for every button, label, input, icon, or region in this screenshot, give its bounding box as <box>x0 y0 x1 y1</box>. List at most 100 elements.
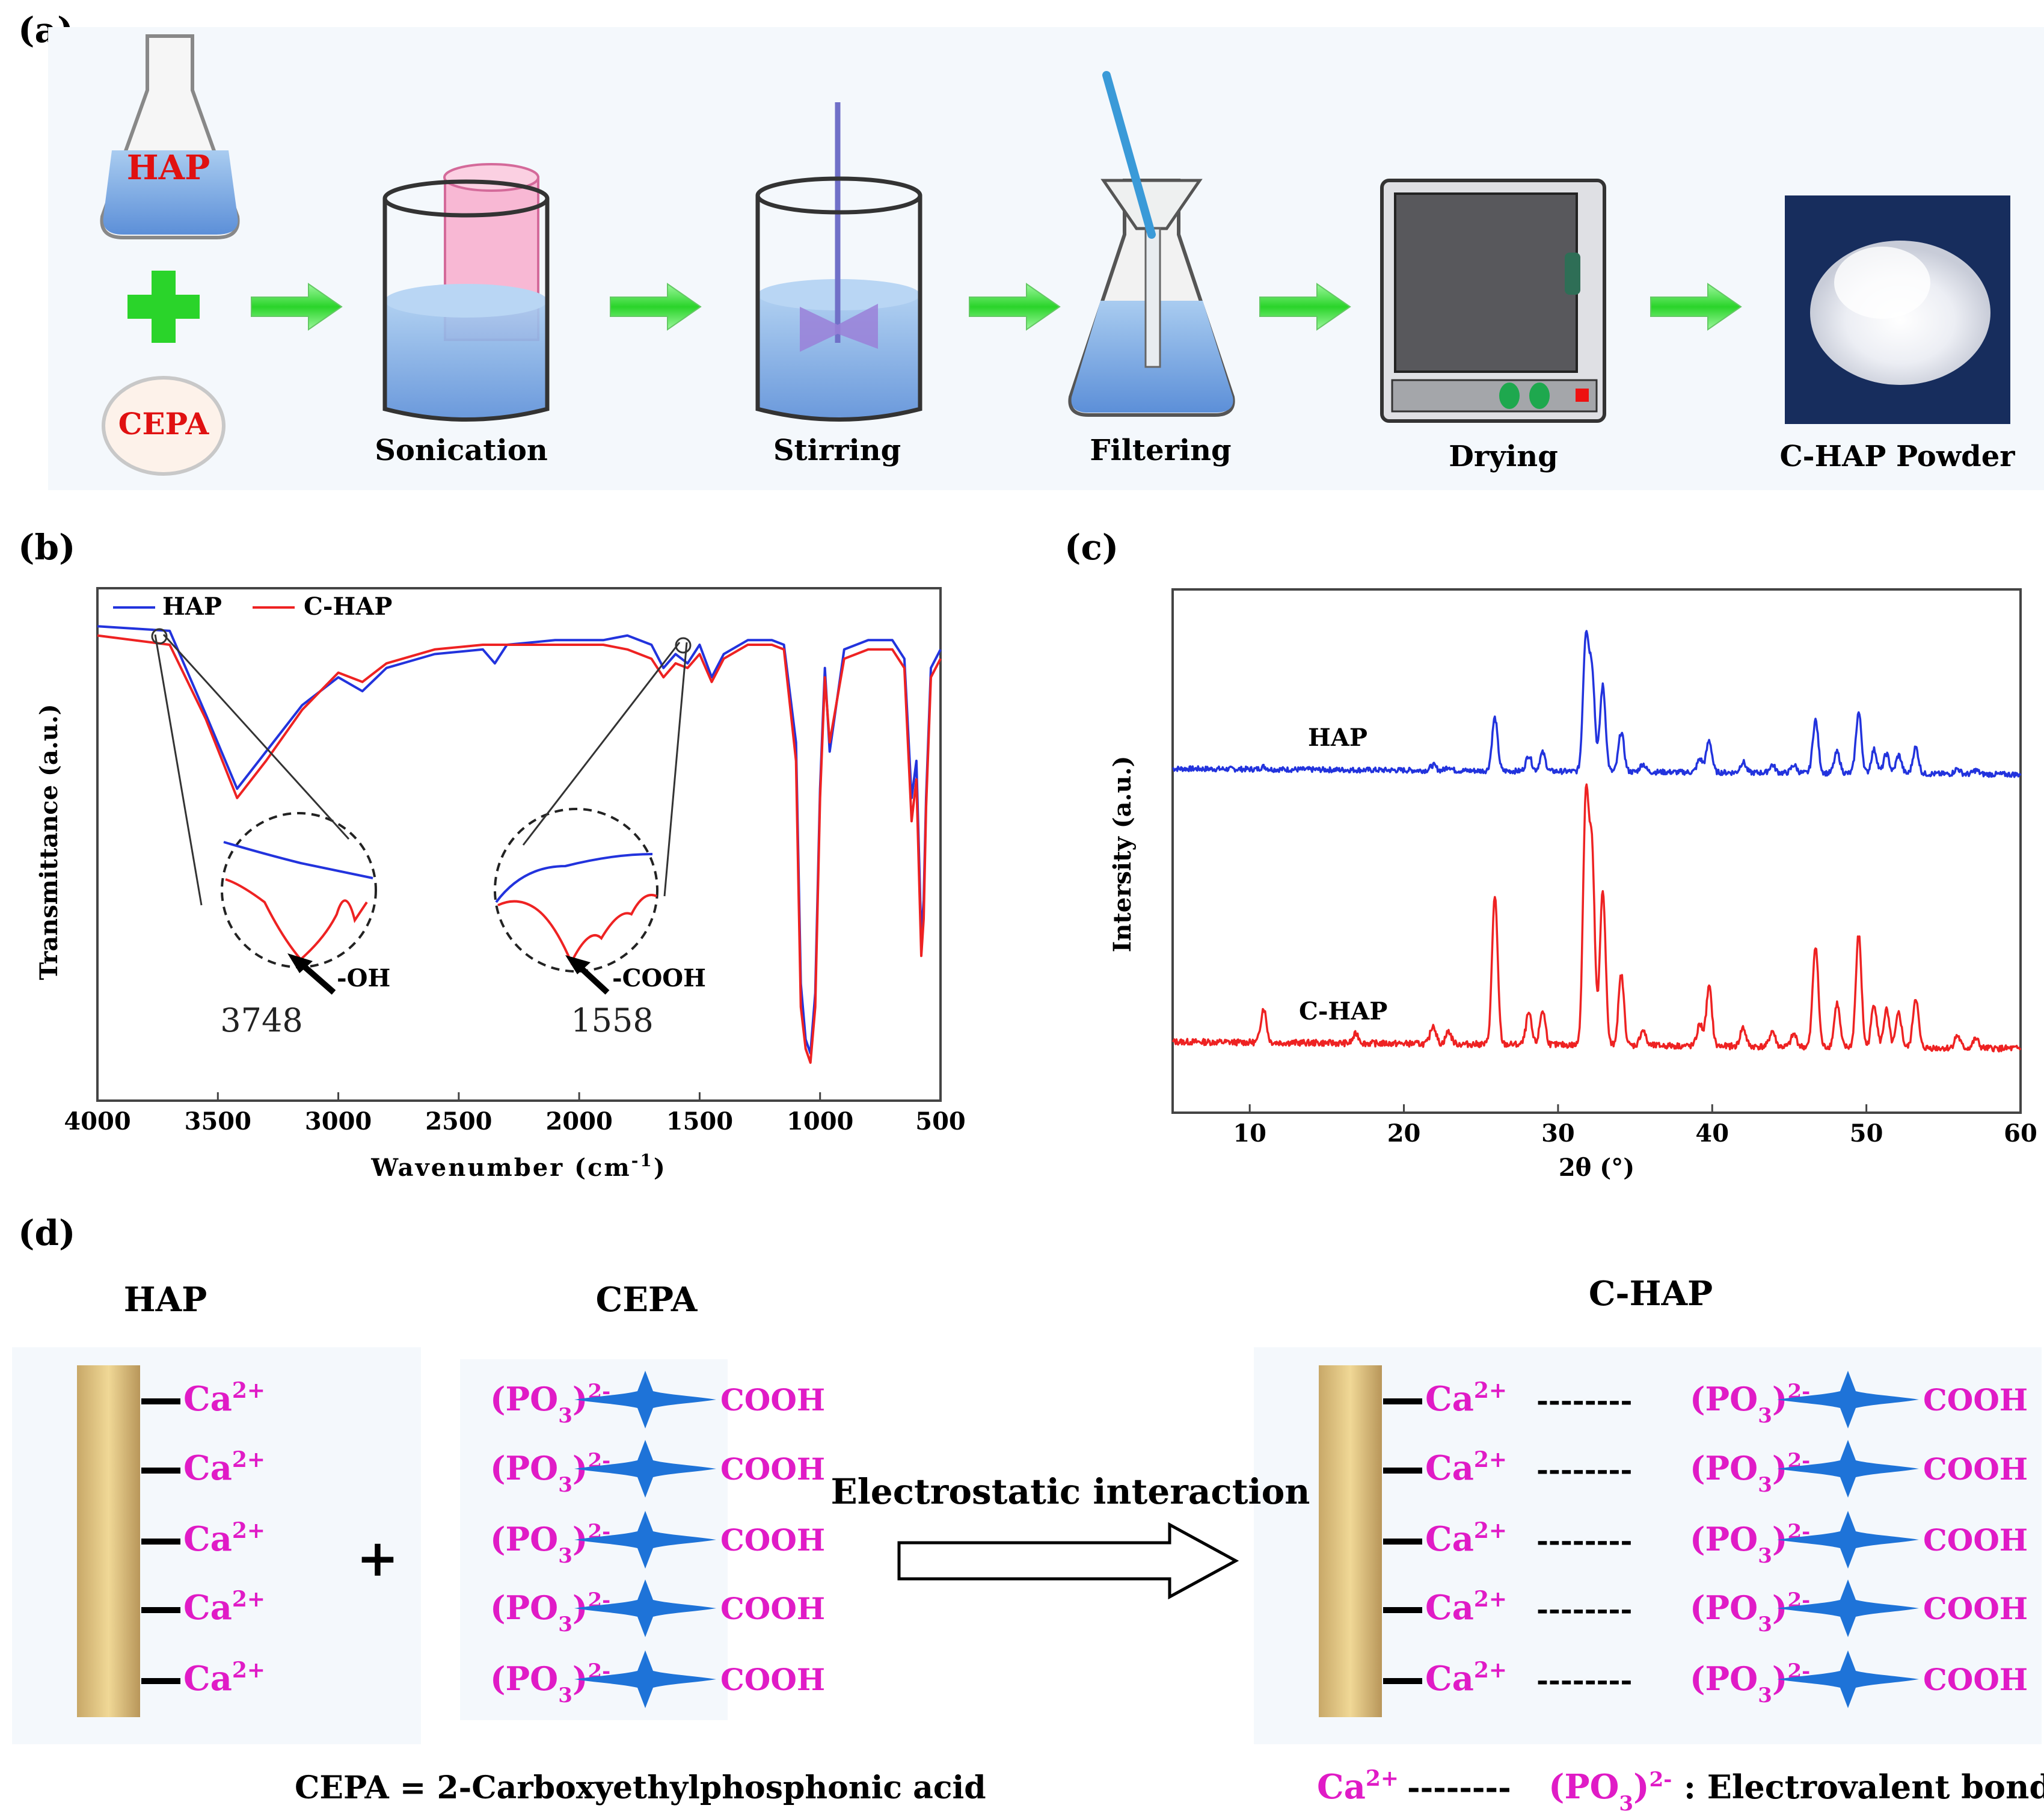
calcium-ion-label: Ca2+ <box>1425 1518 1507 1559</box>
phosphonate-label: (PO3)2- <box>1690 1380 1810 1428</box>
sonication-beaker <box>382 163 550 422</box>
panel-label-d: (d) <box>18 1213 75 1253</box>
step-drying-label: Drying <box>1449 440 1558 473</box>
xrd-series-chap <box>1171 783 2022 1053</box>
calcium-ion-label: Ca2+ <box>1425 1587 1507 1628</box>
legend-ion: Ca2+ <box>1317 1766 1399 1807</box>
plus-icon <box>127 271 200 343</box>
legend-dash: -------- <box>1407 1769 1511 1806</box>
carboxyl-label: COOH <box>720 1591 825 1626</box>
carboxyl-label: COOH <box>720 1382 825 1418</box>
hap-crystal-rod <box>77 1365 140 1717</box>
hap-flask: HAP <box>100 34 240 239</box>
step-stirring-label: Stirring <box>773 434 901 467</box>
carboxyl-label: COOH <box>1923 1591 2028 1626</box>
bond-legend: Ca2+ -------- (PO3)2- : Electrovalent bo… <box>1317 1766 2044 1816</box>
xrd-x-tick-label: 30 <box>1541 1119 1575 1148</box>
carboxyl-label: COOH <box>720 1451 825 1487</box>
ftir-series-c-hap <box>97 634 942 1064</box>
ftir-series-group <box>97 625 942 1064</box>
xrd-series-hap <box>1172 630 2022 778</box>
ftir-series-hap <box>97 625 942 1055</box>
carboxyl-label: COOH <box>720 1662 825 1697</box>
ftir-x-tick-label: 2500 <box>425 1107 492 1136</box>
interaction-label: Electrostatic interaction <box>831 1471 1310 1512</box>
ftir-x-axis-label: Wavenumber (cm-1) <box>370 1151 667 1182</box>
legend-text: : Electrovalent bond <box>1684 1768 2044 1806</box>
cooh-value: 1558 <box>571 1001 653 1039</box>
xrd-y-axis-label: Intersity (a.u.) <box>1108 756 1137 953</box>
xrd-series-group <box>1171 630 2022 1053</box>
xrd-x-tick-label: 60 <box>2004 1119 2037 1148</box>
step-sonication-label: Sonication <box>375 434 547 467</box>
oh-zoom-callout: -OH 3748 <box>151 628 390 1039</box>
legend-hap-label: HAP <box>162 592 222 621</box>
electrostatic-bond-dash: -------- <box>1536 1593 1632 1626</box>
chap-powder-photo <box>1785 195 2010 424</box>
chap-crystal-rod <box>1319 1365 1382 1717</box>
cepa-definition: CEPA = 2-Carboxyethylphosphonic acid <box>295 1769 986 1806</box>
phosphonate-label: (PO3)2- <box>1690 1588 1810 1637</box>
carboxyl-label: COOH <box>1923 1662 2028 1697</box>
calcium-ion-label: Ca2+ <box>1425 1378 1507 1419</box>
ftir-chart: 4000 3500 3000 2500 2000 1500 1000 500 Wavenumb… <box>35 587 966 1182</box>
mechanism-panel: HAP CEPA C-HAP Ca2+ Ca2+ Ca2+ Ca2+ Ca2+ (PO3… <box>12 1274 2044 1816</box>
panel-label-c: (c) <box>1064 527 1119 568</box>
ftir-x-tick-label: 4000 <box>64 1107 130 1136</box>
electrostatic-bond-dash: -------- <box>1536 1453 1632 1487</box>
chap-bond-list: Ca2+ -------- (PO3)2- COOH Ca2+ -------- (PO3)… <box>1383 1371 2028 1708</box>
ftir-y-axis-label: Transmittance (a.u.) <box>35 704 63 980</box>
step-filtering-label: Filtering <box>1090 434 1231 467</box>
interaction-arrow <box>897 1522 1239 1600</box>
calcium-ion-label: Ca2+ <box>183 1658 265 1699</box>
mechanism-chap-title: C-HAP <box>1589 1274 1713 1314</box>
cepa-reagent-label: CEPA <box>118 406 210 441</box>
carboxyl-label: COOH <box>1923 1382 2028 1418</box>
ftir-x-tick-label: 3500 <box>185 1107 251 1136</box>
cooh-zoom-callout: -COOH 1558 <box>494 637 706 1039</box>
xrd-x-tick-label: 50 <box>1850 1119 1883 1148</box>
xrd-x-ticks: 10 20 30 40 50 60 <box>1233 1104 2037 1148</box>
step-powder-label: C-HAP Powder <box>1779 440 2015 473</box>
xrd-chap-label: C-HAP <box>1299 997 1387 1025</box>
drying-oven <box>1380 179 1606 423</box>
calcium-ion-label: Ca2+ <box>183 1378 265 1419</box>
xrd-x-tick-label: 40 <box>1695 1119 1729 1148</box>
carboxyl-label: COOH <box>1923 1451 2028 1487</box>
electrostatic-bond-dash: -------- <box>1536 1384 1632 1418</box>
ftir-x-ticks: 4000 3500 3000 2500 2000 1500 1000 500 <box>64 1092 966 1136</box>
legend-phos: (PO3)2- <box>1548 1767 1672 1816</box>
legend-chap-label: C-HAP <box>304 592 392 621</box>
electrostatic-bond-dash: -------- <box>1536 1664 1632 1697</box>
calcium-ion-label: Ca2+ <box>183 1518 265 1559</box>
phosphonate-label: (PO3)2- <box>1690 1659 1810 1708</box>
calcium-ion-label: Ca2+ <box>1425 1447 1507 1488</box>
hap-reagent-label: HAP <box>127 148 210 188</box>
oh-value: 3748 <box>220 1001 302 1039</box>
xrd-x-axis-label: 2θ (°) <box>1559 1154 1634 1182</box>
hap-ion-list: Ca2+ Ca2+ Ca2+ Ca2+ Ca2+ <box>141 1378 265 1699</box>
filtering-flask <box>1068 71 1235 417</box>
panel-label-b: (b) <box>18 527 75 568</box>
mechanism-cepa-title: CEPA <box>596 1280 698 1320</box>
ftir-x-tick-label: 500 <box>915 1107 966 1136</box>
cooh-annotation: -COOH <box>612 964 706 992</box>
ftir-x-tick-label: 1000 <box>787 1107 853 1136</box>
process-background <box>48 27 2044 490</box>
xrd-x-tick-label: 10 <box>1233 1119 1266 1148</box>
ftir-x-tick-label: 1500 <box>666 1107 733 1136</box>
xrd-plot-frame <box>1171 588 2022 1114</box>
calcium-ion-label: Ca2+ <box>183 1587 265 1628</box>
electrostatic-bond-dash: -------- <box>1536 1524 1632 1558</box>
xrd-chart: 10 20 30 40 50 60 2θ (°) Intersity (a.u.) HAP… <box>1108 588 2037 1182</box>
carboxyl-label: COOH <box>720 1522 825 1558</box>
carboxyl-label: COOH <box>1923 1522 2028 1558</box>
ftir-x-tick-label: 2000 <box>545 1107 612 1136</box>
calcium-ion-label: Ca2+ <box>1425 1658 1507 1699</box>
stirring-beaker <box>755 102 922 422</box>
plus-sign: + <box>357 1528 399 1588</box>
oh-annotation: -OH <box>337 964 390 992</box>
process-panel: HAP CEPA Sonication <box>48 27 2044 490</box>
ftir-x-tick-label: 3000 <box>305 1107 372 1136</box>
